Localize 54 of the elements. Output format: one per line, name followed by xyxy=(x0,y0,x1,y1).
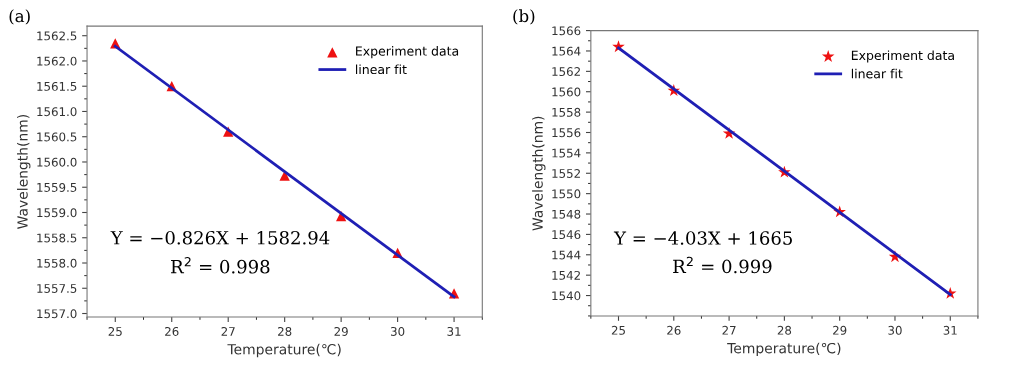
x-tick-label: 26 xyxy=(667,325,681,335)
x-tick-label: 26 xyxy=(165,326,179,336)
y-tick-label: 1556 xyxy=(552,128,581,138)
y-tick-label: 1550 xyxy=(552,189,581,199)
x-axis-title: Temperature(℃) xyxy=(727,342,841,357)
x-tick-label: 31 xyxy=(447,326,461,336)
y-tick-label: 1558.0 xyxy=(37,258,77,268)
y-tick-label: 1560.0 xyxy=(37,157,77,167)
legend-label: linear fit xyxy=(356,64,407,75)
y-axis-title: Wavelength(nm) xyxy=(532,116,546,231)
y-tick-label: 1558.5 xyxy=(37,233,77,243)
x-tick-label: 25 xyxy=(611,325,625,335)
y-tick-label: 1560.5 xyxy=(37,132,77,142)
annotation: R$^{2}$ = 0.998 xyxy=(171,256,270,274)
x-tick-label: 28 xyxy=(278,326,292,336)
annotation: R$^{2}$ = 0.999 xyxy=(673,256,772,274)
annotation: Y = −0.826X + 1582.94 xyxy=(110,230,330,245)
y-tick-label: 1542 xyxy=(552,270,580,280)
legend-label: Experiment data xyxy=(356,46,459,59)
annotation: Y = −4.03X + 1665 xyxy=(613,231,792,245)
y-tick-label: 1546 xyxy=(552,230,581,240)
legend-label: Experiment data xyxy=(851,50,954,63)
y-tick-label: 1540 xyxy=(552,291,581,301)
chart-title: (b) xyxy=(513,9,535,25)
y-axis-title: Wavelength(nm) xyxy=(17,114,31,229)
x-tick-label: 29 xyxy=(334,326,348,336)
x-tick-label: 27 xyxy=(722,325,736,335)
x-tick-label: 27 xyxy=(221,326,235,336)
x-tick-label: 29 xyxy=(833,325,847,335)
y-tick-label: 1562.5 xyxy=(37,31,77,41)
y-tick-label: 1554 xyxy=(552,148,581,158)
y-tick-label: 1558 xyxy=(552,107,581,117)
y-tick-label: 1561.5 xyxy=(37,81,77,91)
y-tick-label: 1557.0 xyxy=(37,309,77,319)
y-tick-label: 1562 xyxy=(552,67,580,76)
y-tick-label: 1564 xyxy=(552,46,581,56)
y-tick-label: 1552 xyxy=(552,168,580,178)
x-tick-label: 28 xyxy=(777,325,792,335)
y-tick-label: 1562.0 xyxy=(37,56,77,66)
chart-title: (a) xyxy=(9,9,30,25)
x-tick-label: 25 xyxy=(108,326,122,336)
y-tick-label: 1548 xyxy=(552,209,581,219)
x-tick-label: 31 xyxy=(943,325,957,335)
y-tick-label: 1559.5 xyxy=(37,182,77,192)
y-tick-label: 1561.0 xyxy=(37,107,77,117)
y-tick-label: 1544 xyxy=(552,250,581,260)
x-axis-title: Temperature(℃) xyxy=(227,343,341,358)
y-tick-label: 1557.5 xyxy=(37,284,77,293)
y-tick-label: 1560 xyxy=(552,87,581,97)
x-tick-label: 30 xyxy=(390,326,405,336)
legend-label: linear fit xyxy=(851,68,903,79)
x-tick-label: 30 xyxy=(888,325,902,335)
y-tick-label: 1566 xyxy=(552,26,581,36)
y-tick-label: 1559.0 xyxy=(37,208,77,218)
